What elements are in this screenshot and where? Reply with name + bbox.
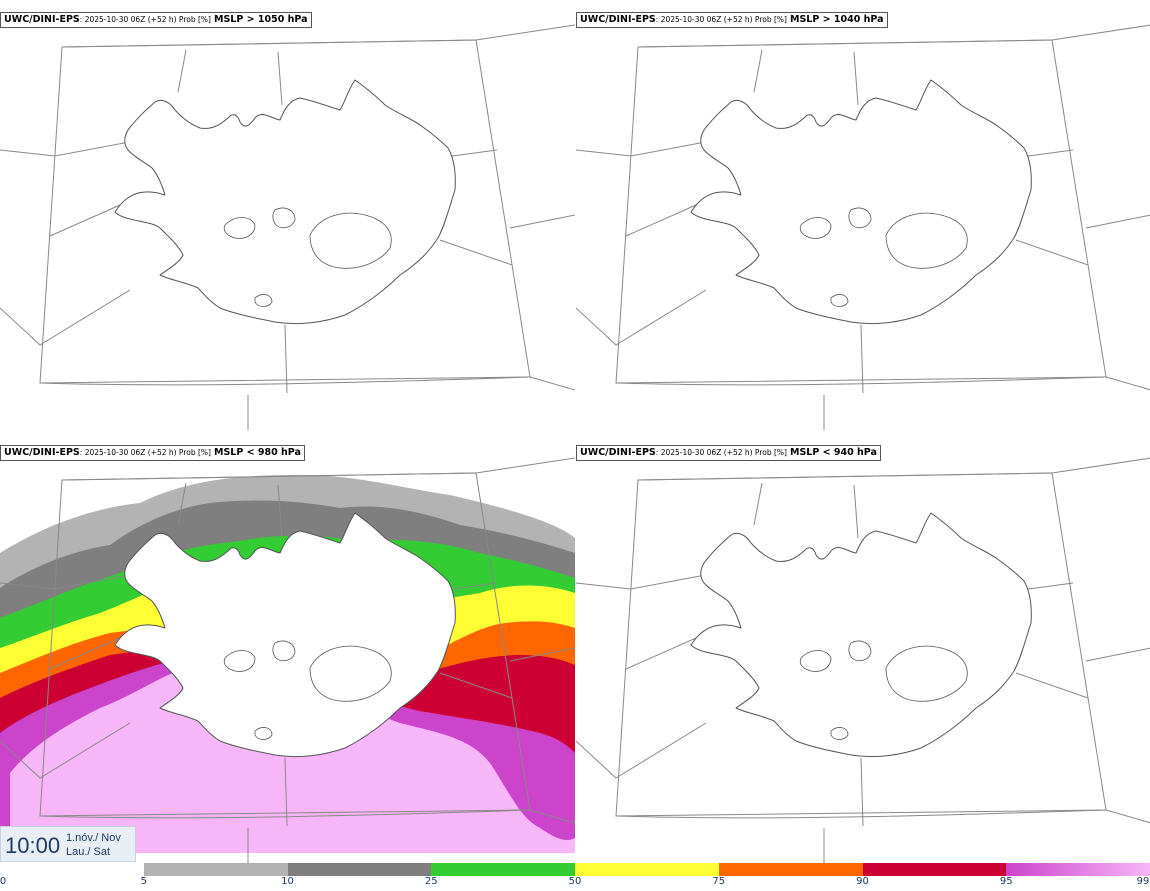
map-panel-mslp-gt-1040: UWC/DINI-EPS: 2025-10-30 06Z (+52 h) Pro…: [576, 0, 1150, 430]
map-canvas: [576, 24, 1150, 430]
panel-title: UWC/DINI-EPS: 2025-10-30 06Z (+52 h) Pro…: [576, 12, 888, 28]
colorbar-tick-label: 90: [856, 876, 869, 887]
colorbar-band-90-95: [862, 863, 1007, 876]
colorbar-band-10-25: [287, 863, 432, 876]
colorbar-band-95-99: [1006, 863, 1150, 876]
map-panel-mslp-gt-1050: UWC/DINI-EPS: 2025-10-30 06Z (+52 h) Pro…: [0, 0, 575, 430]
colorbar-tick-label: 10: [281, 876, 294, 887]
valid-date-line1: 1.nóv./ Nov: [66, 832, 121, 844]
colorbar-tick-label: 25: [424, 876, 438, 887]
valid-time-clock: 10:00: [5, 833, 61, 858]
colorbar-tick-label: 95: [999, 876, 1013, 887]
colorbar-tick-label: 75: [712, 876, 726, 887]
valid-time-box: 10:00 1.nóv./ Nov Lau./ Sat: [0, 826, 136, 862]
panel-title: UWC/DINI-EPS: 2025-10-30 06Z (+52 h) Pro…: [576, 445, 881, 461]
valid-date-line2: Lau./ Sat: [66, 846, 111, 858]
colorbar-tick-label: 99: [1136, 876, 1150, 887]
colorbar: 0 5 10 25 50 75 90 95 99: [0, 862, 1150, 891]
map-canvas: [576, 457, 1150, 863]
map-canvas: [0, 24, 575, 430]
colorbar-tick-label: 0: [0, 876, 7, 887]
colorbar-band-5-10: [143, 863, 288, 876]
colorbar-tick-label: 5: [140, 876, 147, 887]
map-panel-mslp-lt-940: UWC/DINI-EPS: 2025-10-30 06Z (+52 h) Pro…: [576, 433, 1150, 863]
panel-title: UWC/DINI-EPS: 2025-10-30 06Z (+52 h) Pro…: [0, 445, 305, 461]
colorbar-band-75-90: [718, 863, 863, 876]
colorbar-band-25-50: [431, 863, 575, 876]
map-canvas: [0, 457, 575, 863]
colorbar-tick-label: 50: [568, 876, 582, 887]
colorbar-band-50-75: [575, 863, 719, 876]
colorbar-band-0-5: [0, 863, 144, 876]
map-panel-mslp-lt-980: UWC/DINI-EPS: 2025-10-30 06Z (+52 h) Pro…: [0, 433, 575, 863]
panel-title: UWC/DINI-EPS: 2025-10-30 06Z (+52 h) Pro…: [0, 12, 312, 28]
